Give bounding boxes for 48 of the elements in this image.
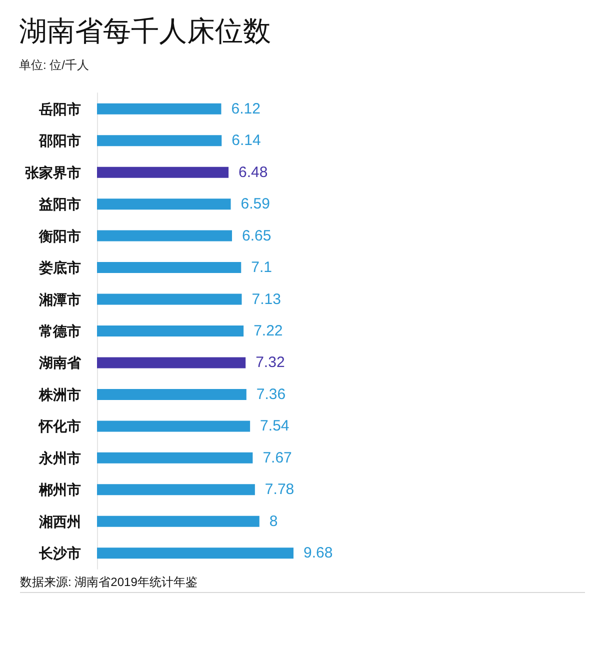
bar bbox=[97, 420, 250, 432]
chart-title: 湖南省每千人床位数 bbox=[19, 16, 271, 46]
data-label: 7.22 bbox=[254, 322, 283, 340]
y-tick-label: 郴州市 bbox=[38, 482, 81, 498]
y-tick-label: 永州市 bbox=[38, 450, 81, 466]
chart-subtitle: 单位: 位/千人 bbox=[19, 58, 90, 72]
bar bbox=[97, 230, 232, 242]
y-tick-label: 湖南省 bbox=[38, 354, 82, 371]
bar bbox=[97, 166, 229, 178]
bar bbox=[97, 548, 294, 559]
source-note: 数据来源: 湖南省2019年统计年鉴 bbox=[20, 575, 198, 589]
y-tick-label: 长沙市 bbox=[38, 545, 81, 562]
y-tick-label: 衡阳市 bbox=[38, 228, 81, 244]
data-label: 7.32 bbox=[256, 354, 285, 372]
bar bbox=[97, 357, 246, 368]
bar bbox=[97, 516, 260, 527]
bar bbox=[97, 326, 244, 336]
bar bbox=[97, 484, 255, 496]
data-label: 7.36 bbox=[256, 386, 286, 403]
y-tick-label: 张家界市 bbox=[25, 164, 81, 180]
data-label: 7.54 bbox=[260, 418, 290, 435]
y-tick-label: 岳阳市 bbox=[38, 100, 81, 117]
data-label: 9.68 bbox=[304, 544, 333, 562]
data-label: 8 bbox=[269, 512, 278, 530]
data-label: 6.48 bbox=[238, 164, 268, 181]
bar bbox=[97, 103, 222, 114]
data-label: 6.14 bbox=[232, 132, 261, 150]
data-label: 6.65 bbox=[242, 227, 272, 244]
y-tick-label: 湘潭市 bbox=[38, 291, 81, 308]
y-tick-label: 邵阳市 bbox=[38, 132, 81, 149]
bar bbox=[97, 135, 222, 146]
data-label: 6.12 bbox=[231, 100, 260, 118]
bar bbox=[97, 388, 246, 400]
data-label: 7.78 bbox=[264, 481, 294, 498]
bar bbox=[97, 198, 231, 210]
bar bbox=[97, 262, 242, 274]
y-tick-label: 怀化市 bbox=[38, 418, 81, 434]
y-tick-label: 湘西州 bbox=[38, 513, 81, 530]
data-label: 7.13 bbox=[252, 290, 281, 308]
bar bbox=[97, 452, 253, 464]
data-label: 7.67 bbox=[262, 449, 292, 466]
data-label: 6.59 bbox=[240, 196, 270, 213]
bar bbox=[97, 294, 242, 305]
data-label: 7.1 bbox=[251, 259, 272, 276]
y-tick-label: 娄底市 bbox=[38, 260, 81, 276]
y-tick-label: 株洲市 bbox=[38, 386, 81, 402]
y-tick-label: 常德市 bbox=[39, 323, 81, 339]
y-tick-label: 益阳市 bbox=[38, 196, 81, 212]
